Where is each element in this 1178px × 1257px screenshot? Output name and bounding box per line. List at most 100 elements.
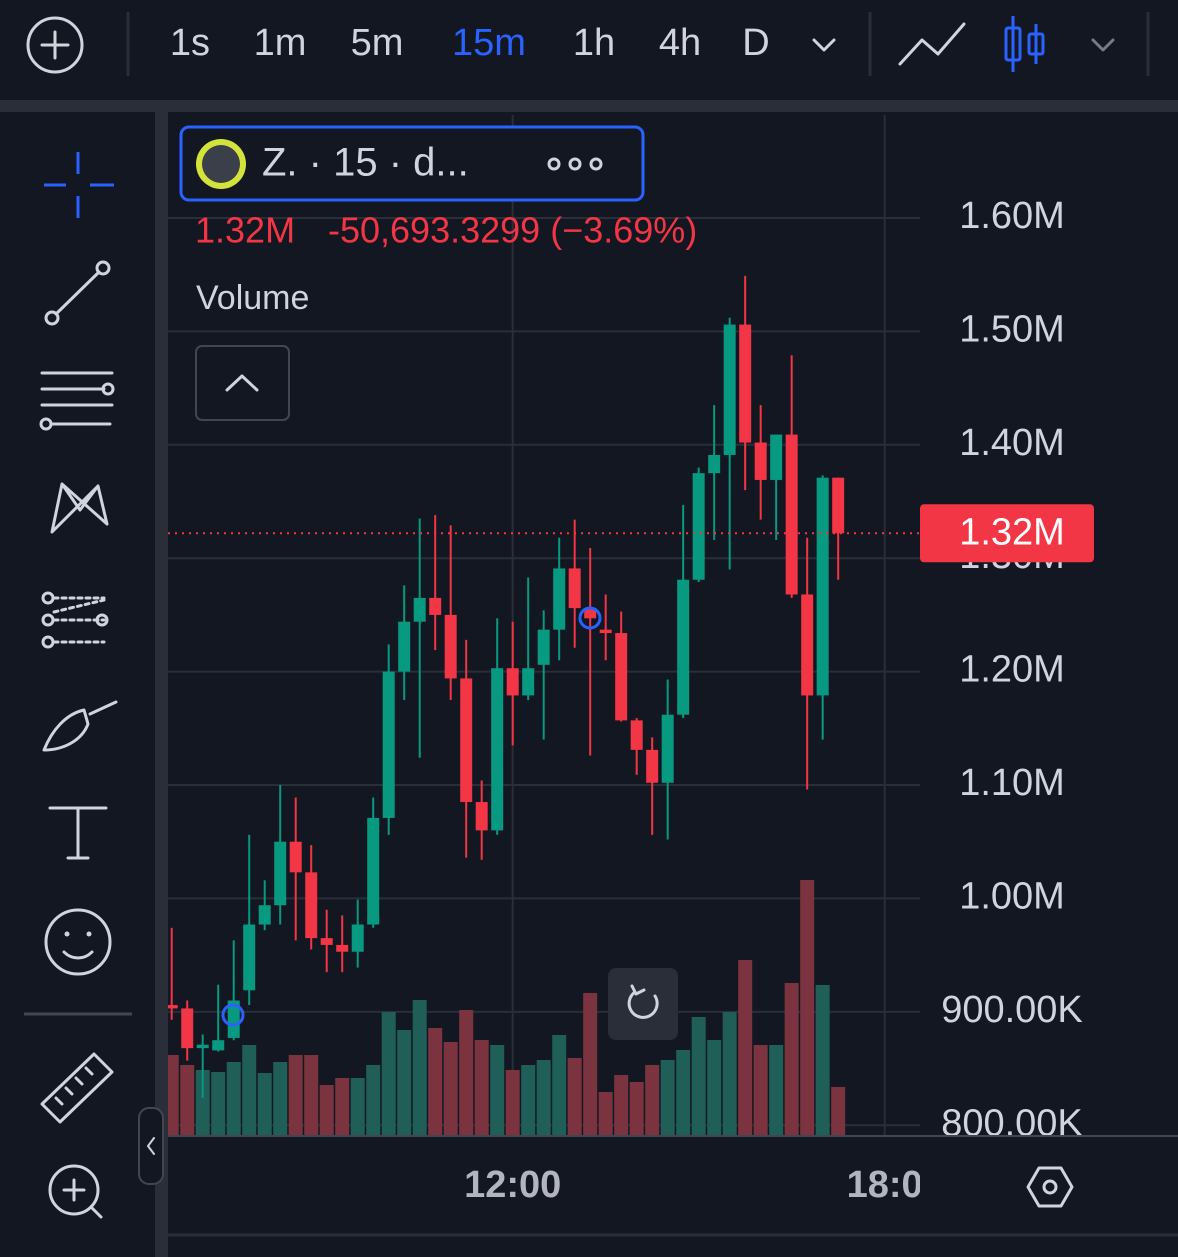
collapse-legend-button[interactable]	[195, 345, 290, 421]
volume-bar	[443, 1042, 458, 1135]
candle-chart-button[interactable]	[1004, 16, 1045, 72]
candle-body	[506, 668, 519, 696]
price-axis: 1.60M1.50M1.40M1.30M1.20M1.10M1.00M900.0…	[941, 195, 1083, 1144]
candle-body	[677, 579, 690, 715]
volume-bar	[505, 1070, 520, 1135]
candle-body	[320, 938, 333, 945]
candle-body	[584, 608, 597, 619]
interval-button[interactable]: D	[742, 22, 769, 64]
y-tick-label: 1.50M	[959, 308, 1065, 350]
y-tick-label: 1.00M	[959, 875, 1065, 917]
candle-body	[382, 671, 395, 818]
volume-bar	[707, 1040, 722, 1135]
brush-tool[interactable]	[42, 700, 118, 752]
interval-button[interactable]: 1h	[573, 22, 615, 64]
interval-button[interactable]: 1m	[254, 22, 307, 64]
volume-bar	[195, 1070, 210, 1135]
volume-bar	[660, 1060, 675, 1135]
pattern-tool[interactable]	[50, 482, 109, 534]
interval-button[interactable]: 15m	[452, 22, 526, 64]
volume-bar	[831, 1087, 846, 1135]
candle-body	[196, 1044, 209, 1049]
candle-body	[243, 924, 256, 991]
event-marker[interactable]	[221, 1003, 245, 1027]
candle-body	[258, 905, 271, 925]
volume-bar	[168, 1055, 179, 1135]
candle-body	[351, 924, 364, 952]
candle-body	[708, 455, 721, 474]
volume-bar	[645, 1065, 660, 1135]
volume-bar	[490, 1045, 505, 1135]
event-marker[interactable]	[578, 606, 602, 630]
horizontal-lines-tool[interactable]	[39, 371, 115, 431]
volume-bar	[211, 1072, 226, 1135]
y-tick-label: 1.60M	[959, 195, 1065, 237]
candle-body	[739, 324, 752, 443]
volume-bar	[257, 1073, 272, 1135]
emoji-tool[interactable]	[44, 908, 112, 976]
candle-body	[832, 477, 845, 534]
reset-chart-button[interactable]	[608, 968, 678, 1040]
candle-body	[754, 442, 767, 480]
volume-bar	[180, 1065, 195, 1135]
volume-bar	[753, 1045, 768, 1135]
volume-bar	[226, 1062, 241, 1135]
candle-body	[181, 1008, 194, 1049]
candle-body	[212, 1040, 225, 1051]
line-chart-button[interactable]	[898, 22, 966, 66]
volume-bar	[304, 1055, 319, 1135]
candle-body	[785, 434, 798, 595]
y-tick-label: 1.10M	[959, 762, 1065, 804]
settings-button[interactable]	[1026, 1166, 1074, 1208]
chart-type-dropdown[interactable]	[1091, 38, 1115, 52]
candle-body	[568, 568, 581, 609]
zoom-tool[interactable]	[48, 1164, 103, 1219]
candle-body	[723, 324, 736, 455]
volume-bar	[459, 1010, 474, 1135]
legend-price: 1.32M	[195, 210, 295, 251]
volume-bar	[381, 1012, 396, 1135]
candle-layer	[168, 275, 845, 1099]
markers	[221, 606, 602, 1027]
interval-button[interactable]: 1s	[170, 22, 210, 64]
volume-bar	[598, 1092, 613, 1135]
candle-body	[537, 629, 550, 665]
candle-body	[599, 629, 612, 634]
symbol-legend[interactable]: Z. · 15 · d...	[179, 125, 645, 202]
add-symbol-button[interactable]	[26, 16, 84, 74]
candle-body	[398, 621, 411, 672]
volume-bar	[335, 1078, 350, 1135]
volume-bar	[428, 1028, 443, 1135]
interval-dropdown[interactable]	[812, 38, 836, 52]
volume-bar	[350, 1078, 365, 1135]
last-price-label: 1.32M	[959, 511, 1065, 553]
candle-body	[227, 1000, 240, 1038]
candle-body	[630, 720, 643, 750]
volume-bar	[738, 960, 753, 1135]
interval-group: 1s 1m 5m 15m 1h 4h D	[170, 22, 770, 64]
trend-line-tool[interactable]	[44, 260, 111, 326]
candle-body	[661, 714, 674, 783]
x-tick-label: 18:0	[847, 1164, 923, 1206]
candle-body	[553, 568, 566, 630]
volume-bar	[583, 993, 598, 1135]
candle-body	[816, 477, 829, 696]
forecast-tool[interactable]	[41, 591, 109, 649]
volume-bar	[676, 1050, 691, 1135]
candle-body	[444, 614, 457, 679]
text-tool[interactable]	[48, 806, 108, 860]
interval-button[interactable]: 4h	[659, 22, 701, 64]
interval-button[interactable]: 5m	[351, 22, 404, 64]
volume-bar	[536, 1060, 551, 1135]
crosshair-tool[interactable]	[44, 152, 114, 218]
volume-bar	[242, 1045, 257, 1135]
ruler-tool[interactable]	[40, 1052, 114, 1124]
time-axis: 12:00 18:0	[464, 1164, 923, 1206]
symbol-text: Z. · 15 · d...	[262, 141, 469, 185]
y-tick-label: 800.00K	[941, 1102, 1083, 1144]
volume-bar	[288, 1055, 303, 1135]
candle-body	[522, 668, 535, 696]
collapse-sidebar-button[interactable]	[138, 1107, 164, 1185]
